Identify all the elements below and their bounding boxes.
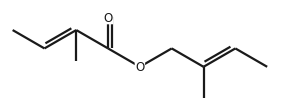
Text: O: O	[103, 12, 113, 25]
Text: O: O	[135, 61, 145, 74]
